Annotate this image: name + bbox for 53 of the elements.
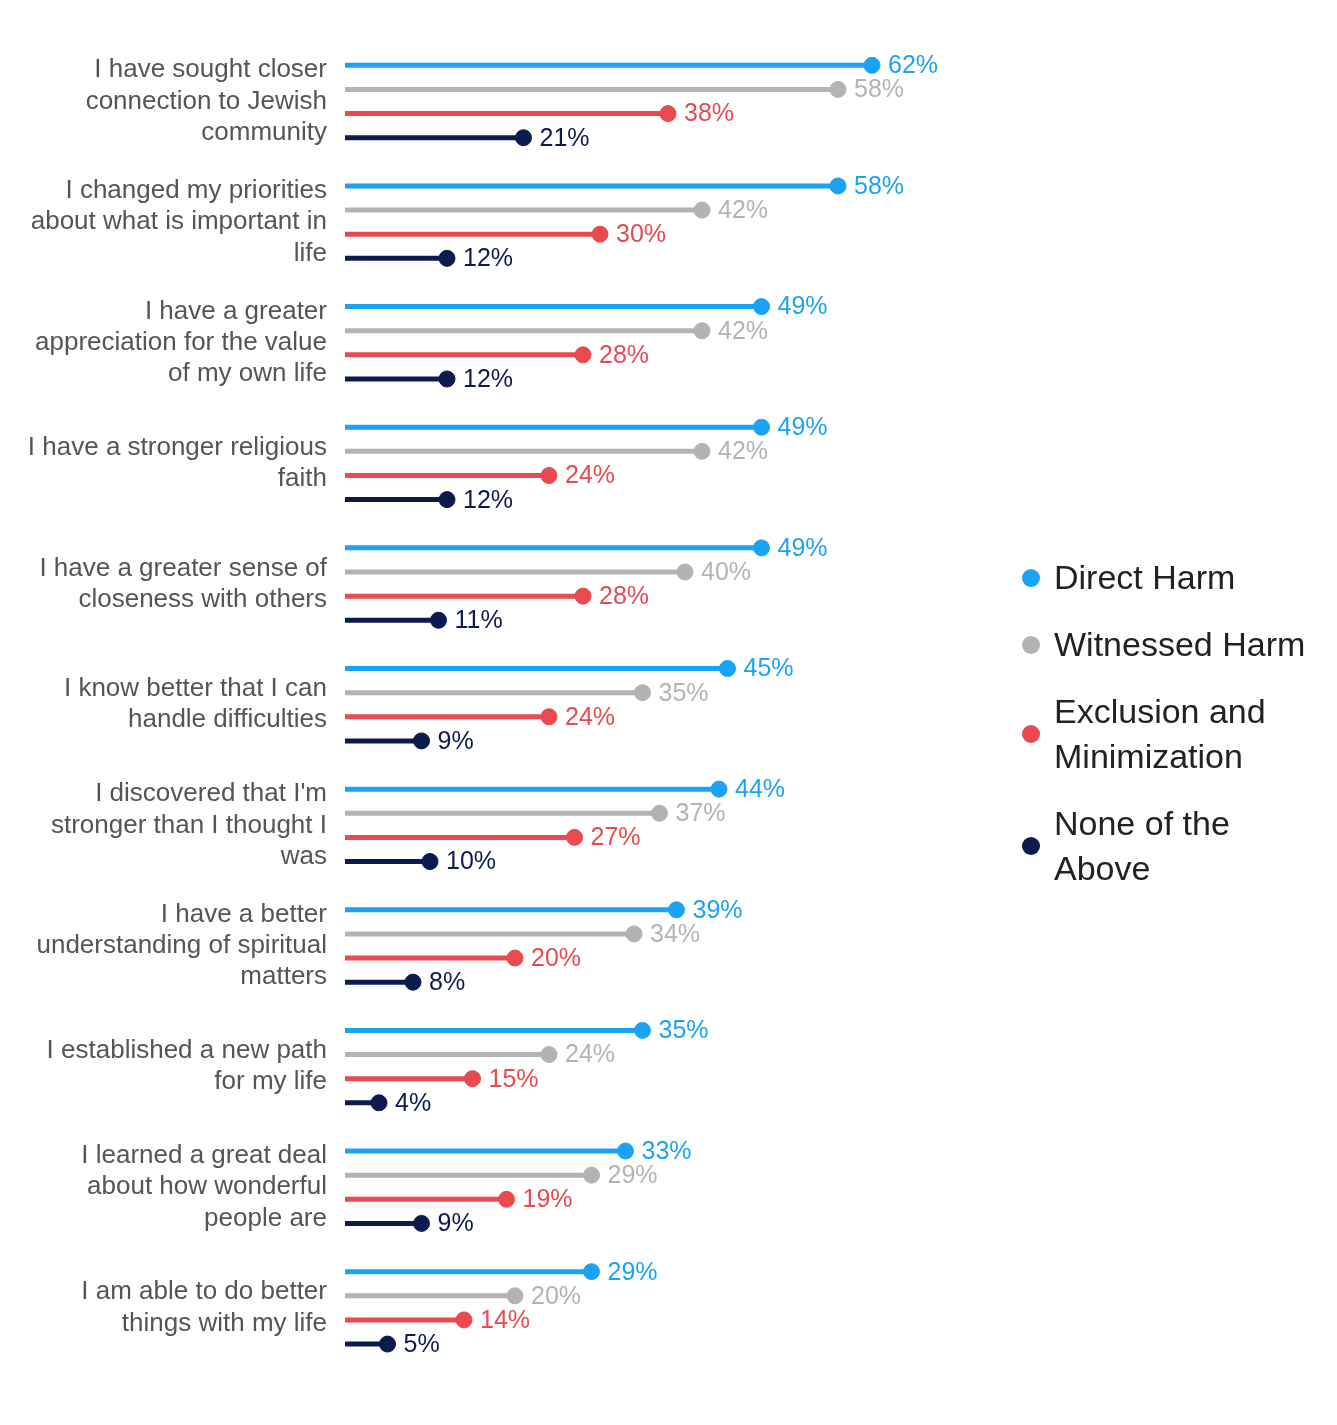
data-label: 19% xyxy=(522,1184,573,1213)
data-label: 29% xyxy=(607,1256,658,1285)
data-label: 40% xyxy=(701,556,752,585)
data-label: 28% xyxy=(599,581,650,610)
data-label: 10% xyxy=(446,846,497,875)
data-label: 14% xyxy=(480,1304,531,1333)
data-label: 45% xyxy=(743,653,794,682)
legend-label: Exclusion and Minimization xyxy=(1054,691,1267,777)
data-label: 8% xyxy=(429,967,466,996)
data-label: 21% xyxy=(539,122,590,151)
data-label: 9% xyxy=(437,725,474,754)
data-label: 9% xyxy=(437,1208,474,1237)
data-label: 12% xyxy=(463,484,514,513)
legend-label: Direct Harm xyxy=(1054,557,1236,598)
data-label: 20% xyxy=(531,1280,582,1309)
data-label: 24% xyxy=(565,1039,616,1068)
data-label: 35% xyxy=(658,677,709,706)
data-label: 4% xyxy=(395,1087,432,1116)
data-label: 49% xyxy=(777,412,828,441)
data-label: 42% xyxy=(718,436,769,465)
data-label: 11% xyxy=(454,605,503,634)
y-tick-label: I have a better understanding of spiritual matters xyxy=(36,897,328,991)
y-tick-label: I have sought closer connection to Jewish community xyxy=(85,53,328,146)
data-label: 12% xyxy=(463,243,514,272)
y-tick-label: I learned a great deal about how wonderful people are xyxy=(81,1139,327,1232)
y-tick-label: I established a new path for my life xyxy=(46,1034,327,1096)
data-label: 5% xyxy=(403,1328,440,1357)
data-label: 49% xyxy=(777,291,828,320)
data-label: 38% xyxy=(684,98,735,127)
data-label: 12% xyxy=(463,363,514,392)
y-tick-label: I have a greater appreciation for the value of my own life xyxy=(35,294,328,388)
data-label: 42% xyxy=(718,315,769,344)
data-label: 27% xyxy=(590,822,641,851)
legend-label: None of the Above xyxy=(1054,803,1231,889)
y-tick-label: I discovered that I'm stronger than I thought I was xyxy=(50,777,327,870)
y-tick-label: I changed my priorities about what is important in life xyxy=(30,174,327,267)
y-tick-label: I know better that I can handle difficulties xyxy=(63,672,327,734)
data-label: 35% xyxy=(658,1015,709,1044)
data-label: 42% xyxy=(718,194,769,223)
data-label: 24% xyxy=(565,701,616,730)
data-label: 44% xyxy=(735,774,786,803)
data-label: 49% xyxy=(777,532,828,561)
data-label: 58% xyxy=(854,170,905,199)
data-label: 37% xyxy=(675,798,726,827)
y-tick-label: I have a greater sense of closeness with others xyxy=(39,551,328,613)
data-label: 24% xyxy=(565,460,616,489)
legend-label: Witnessed Harm xyxy=(1054,624,1306,665)
data-label: 15% xyxy=(488,1063,539,1092)
y-tick-label: I have a stronger religious faith xyxy=(27,431,327,493)
data-label: 28% xyxy=(599,339,650,368)
data-label: 20% xyxy=(531,942,582,971)
data-label: 30% xyxy=(616,219,667,248)
y-tick-label: I am able to do better things with my life xyxy=(81,1275,328,1337)
